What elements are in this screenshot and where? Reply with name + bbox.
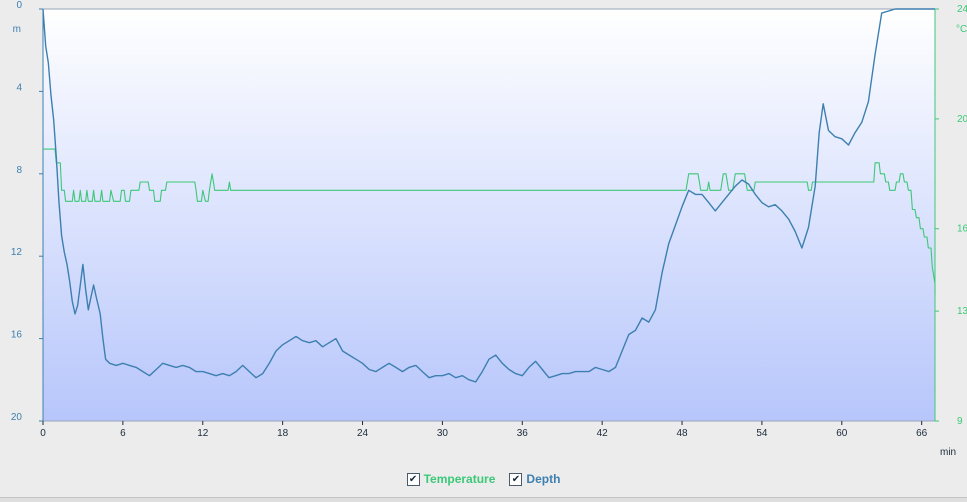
- temperature-checkbox[interactable]: ✔: [406, 472, 420, 486]
- temperature-tick-label: 9: [957, 416, 963, 427]
- x-tick-label: 36: [517, 428, 529, 439]
- temperature-axis: 9 13 16 20 24 °C: [934, 4, 967, 427]
- x-tick-label: 0: [40, 428, 46, 439]
- legend-depth-toggle[interactable]: ✔ Depth: [509, 472, 560, 486]
- temperature-tick-label: 16: [957, 224, 967, 235]
- x-unit-label: min: [940, 447, 956, 458]
- temperature-unit-label: °C: [956, 24, 967, 35]
- x-tick-label: 30: [437, 428, 449, 439]
- depth-tick-label: 8: [16, 165, 22, 176]
- legend-depth-label: Depth: [526, 472, 561, 486]
- x-tick-label: 54: [756, 428, 768, 439]
- legend-temperature-label: Temperature: [423, 472, 496, 486]
- depth-unit-label: m: [13, 24, 21, 35]
- bottom-border: [0, 497, 967, 502]
- depth-series-line: [42, 8, 935, 383]
- x-tick-label: 48: [676, 428, 688, 439]
- x-axis: 0 6 12 18 24 30 36 42 48 54 60 66 min: [40, 421, 956, 458]
- temperature-series-line: [43, 148, 936, 295]
- x-tick-label: 66: [916, 428, 928, 439]
- x-tick-label: 60: [836, 428, 848, 439]
- depth-tick-label: 4: [16, 82, 22, 93]
- plot-area: [42, 8, 936, 422]
- depth-tick-label: 12: [11, 247, 23, 258]
- depth-tick-label: 0: [16, 0, 22, 11]
- depth-axis: 0 4 8 12 16 20 m: [11, 0, 44, 423]
- x-tick-label: 12: [197, 428, 209, 439]
- x-tick-label: 6: [120, 428, 126, 439]
- legend: ✔ Temperature ✔ Depth: [0, 470, 967, 488]
- temperature-tick-label: 20: [957, 114, 967, 125]
- depth-tick-label: 20: [11, 412, 23, 423]
- legend-temperature-toggle[interactable]: ✔ Temperature: [406, 472, 496, 486]
- depth-checkbox[interactable]: ✔: [509, 472, 523, 486]
- x-tick-label: 42: [597, 428, 609, 439]
- x-tick-label: 24: [357, 428, 369, 439]
- series-layer: [42, 8, 936, 383]
- temperature-tick-label: 24: [957, 4, 967, 15]
- depth-tick-label: 16: [11, 330, 23, 341]
- x-tick-label: 18: [277, 428, 289, 439]
- temperature-tick-label: 13: [957, 306, 967, 317]
